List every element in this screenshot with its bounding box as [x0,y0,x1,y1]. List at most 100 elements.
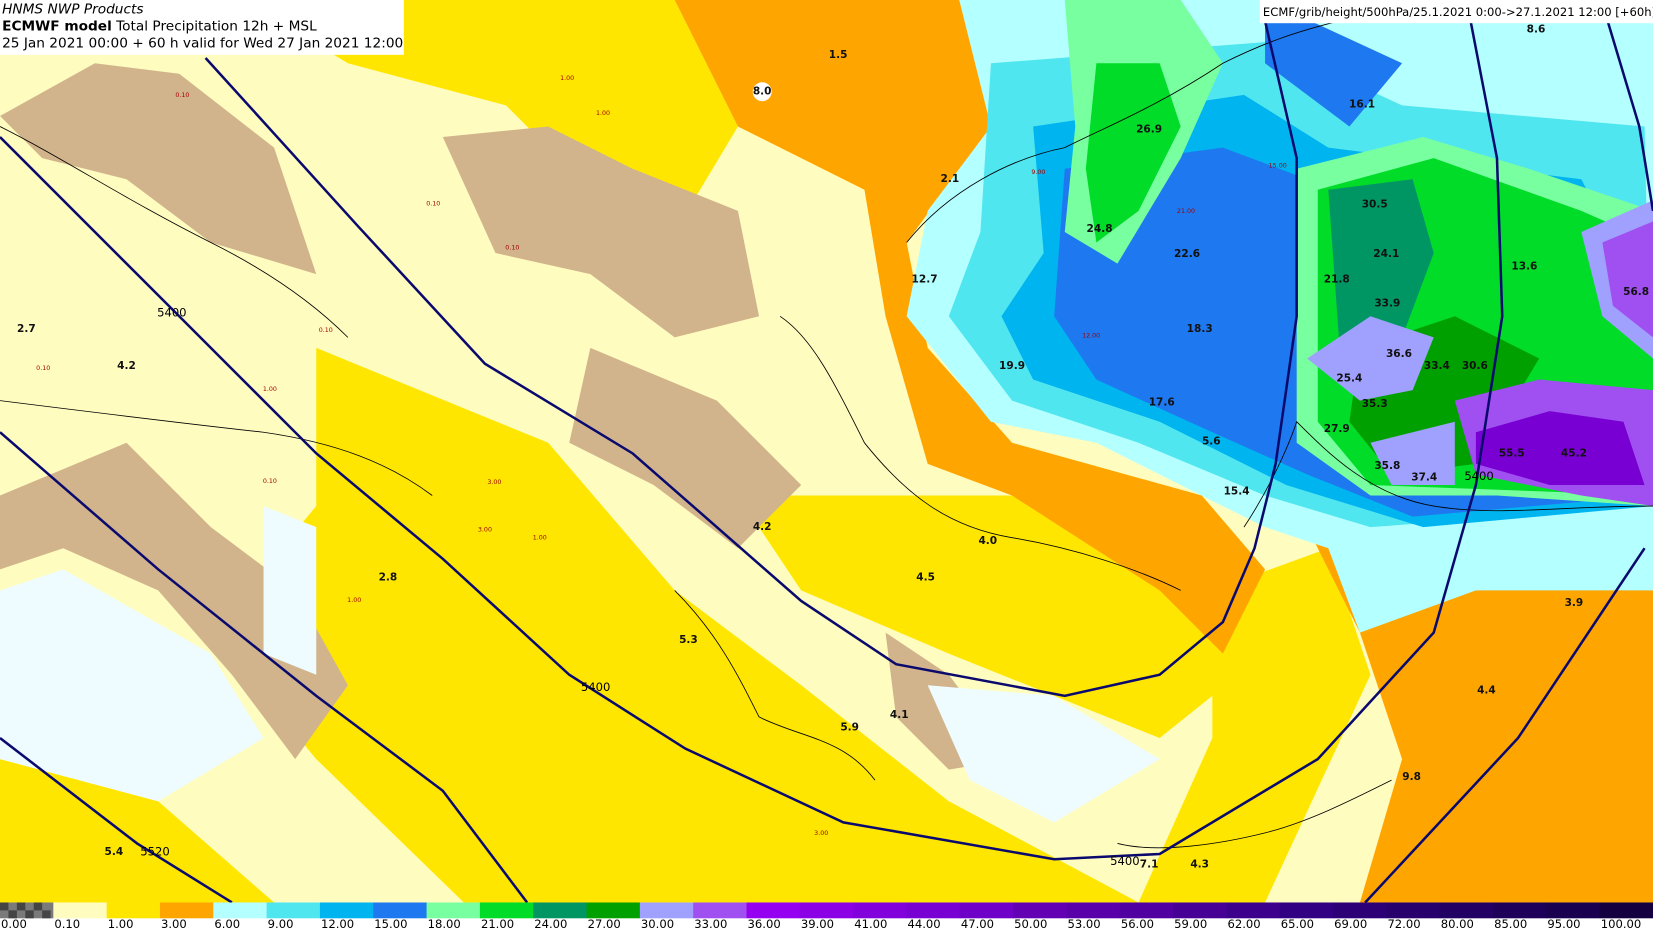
point-value: 22.6 [1174,248,1200,260]
header-model: ECMWF model [2,19,112,35]
top-right-box [1259,0,1653,24]
point-value: 35.8 [1374,460,1400,472]
colorbar-swatch [159,902,214,919]
colorbar-label: 27.00 [588,917,621,931]
point-value: 4.4 [1477,685,1496,697]
colorbar-swatch [106,902,161,919]
colorbar-swatch [1119,902,1174,919]
colorbar-label: 44.00 [908,917,941,931]
colorbar-label: 24.00 [534,917,567,931]
point-value: 55.5 [1499,447,1525,459]
small-value: 0.10 [175,92,189,99]
point-value: 4.0 [978,535,997,547]
labels: 8.0 1.5 2.1 12.7 26.9 24.8 22.6 16.1 30.5 24.1 21.… [17,24,1649,871]
point-value: 24.8 [1087,223,1113,235]
point-value: 9.8 [1402,771,1421,783]
colorbar-label: 62.00 [1227,917,1260,931]
colorbar-label: 30.00 [641,917,674,931]
colorbar-label: 1.00 [108,917,134,931]
point-value: 30.6 [1462,360,1488,372]
colorbar-swatch [586,902,641,919]
point-value: 19.9 [999,360,1025,372]
colorbar-label: 59.00 [1174,917,1207,931]
point-value: 24.1 [1373,248,1399,260]
point-value: 45.2 [1561,447,1587,459]
colorbar-label: 41.00 [854,917,887,931]
colorbar-label: 72.00 [1387,917,1420,931]
colorbar-swatch [266,902,321,919]
point-value: 13.6 [1511,261,1537,273]
point-value: 15.4 [1224,485,1250,497]
small-value: 21.00 [1177,208,1195,215]
point-value: 30.5 [1362,199,1388,211]
point-value: 1.5 [829,49,848,61]
small-value: 0.10 [36,365,50,372]
header-box [0,0,404,55]
point-value: 33.9 [1374,298,1400,310]
checker [0,902,9,911]
small-value: 1.00 [347,597,361,604]
checker [8,910,17,919]
small-value: 9.00 [1031,169,1045,176]
header-source: HNMS NWP Products [2,2,143,18]
header-product-line: ECMWF model Total Precipitation 12h + MS… [2,19,317,35]
colorbar-swatch [213,902,268,919]
checker [42,910,51,919]
colorbar-swatch [1013,902,1067,919]
top-right-text: ECMF/grib/height/500hPa/25.1.2021 0:00->… [1263,5,1653,19]
colorbar-swatch [746,902,801,919]
colorbar-swatch [1599,902,1653,919]
point-value: 37.4 [1411,472,1437,484]
point-value: 4.1 [890,709,909,721]
point-value: 25.4 [1336,372,1362,384]
point-value: 18.3 [1187,323,1213,335]
colorbar-swatch [1333,902,1387,919]
colorbar-label: 47.00 [961,917,994,931]
point-value: 8.0 [753,86,772,98]
colorbar-swatch [533,902,588,919]
colorbar-swatch [799,902,854,919]
colorbar-swatch [1226,902,1281,919]
header-product: Total Precipitation 12h + MSL [115,19,317,35]
precip-fields [0,0,1653,903]
colorbar-swatch [693,902,748,919]
colorbar-label: 21.00 [481,917,514,931]
point-value: 27.9 [1324,423,1350,435]
colorbar-swatch [853,902,908,919]
colorbar-swatch [53,902,108,919]
colorbar-swatch [906,902,961,919]
small-value: 1.00 [560,75,574,82]
small-value: 3.00 [487,479,501,486]
colorbar-label: 56.00 [1121,917,1154,931]
colorbar-swatch [479,902,534,919]
point-value: 17.6 [1149,397,1175,409]
point-value: 35.3 [1362,398,1388,410]
small-value: 3.00 [814,830,828,837]
colorbar-swatch [639,902,694,919]
point-value: 21.8 [1324,273,1350,285]
checker [33,902,43,911]
colorbar-label: 80.00 [1441,917,1474,931]
colorbar-label: 36.00 [748,917,781,931]
point-value: 36.6 [1386,348,1412,360]
point-value: 4.3 [1190,859,1209,871]
colorbar-label: 0.00 [1,917,27,931]
colorbar-label: 95.00 [1547,917,1580,931]
small-value: 15.00 [1269,163,1287,170]
colorbar-label: 6.00 [214,917,240,931]
contour-label: 5400 [157,306,186,320]
colorbar-swatch [959,902,1014,919]
point-value: 8.6 [1527,24,1546,36]
colorbar-swatch [1279,902,1334,919]
colorbar-label: 53.00 [1068,917,1101,931]
colorbar-label: 100.00 [1601,917,1642,931]
colorbar-swatch [373,902,428,919]
colorbar-swatch [1493,902,1547,919]
small-value: 0.10 [426,200,440,207]
checker [16,902,26,911]
colorbar-label: 12.00 [321,917,354,931]
colorbar-swatch [1546,902,1601,919]
colorbar-swatch [1386,902,1441,919]
